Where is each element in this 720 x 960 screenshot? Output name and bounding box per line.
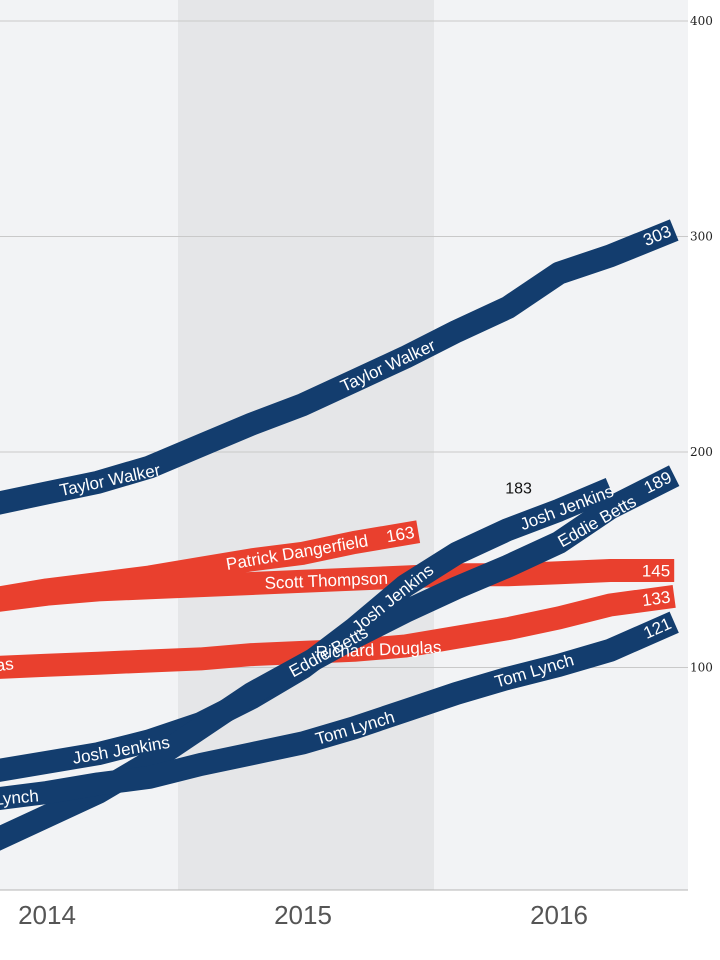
x-tick-labels: 2014 2015 2016: [18, 900, 588, 930]
series-end-label-richard-douglas: 133: [641, 587, 672, 610]
y-tick-label-400: 400: [690, 14, 713, 28]
y-tick-labels: 100 200 300 400: [690, 14, 713, 675]
y-tick-label-300: 300: [690, 230, 713, 244]
annotations: 183: [505, 480, 532, 497]
x-tick-label-2015: 2015: [274, 900, 332, 930]
series-line-scott-thompson: [0, 559, 675, 612]
y-tick-label-100: 100: [690, 661, 713, 675]
y-tick-label-200: 200: [690, 445, 713, 459]
x-tick-label-2014: 2014: [18, 900, 76, 930]
series-line-tom-lynch: [0, 611, 679, 811]
series-end-label-patrick-dangerfield: 163: [385, 523, 416, 546]
series-line-eddie-betts: [0, 465, 680, 851]
annotation-0: 183: [505, 480, 532, 497]
series-layer: [0, 219, 680, 851]
series-end-label-scott-thompson: 145: [642, 562, 670, 581]
series-line-taylor-walker: [0, 219, 679, 515]
series-line-richard-douglas: [0, 585, 676, 679]
x-tick-label-2016: 2016: [530, 900, 588, 930]
